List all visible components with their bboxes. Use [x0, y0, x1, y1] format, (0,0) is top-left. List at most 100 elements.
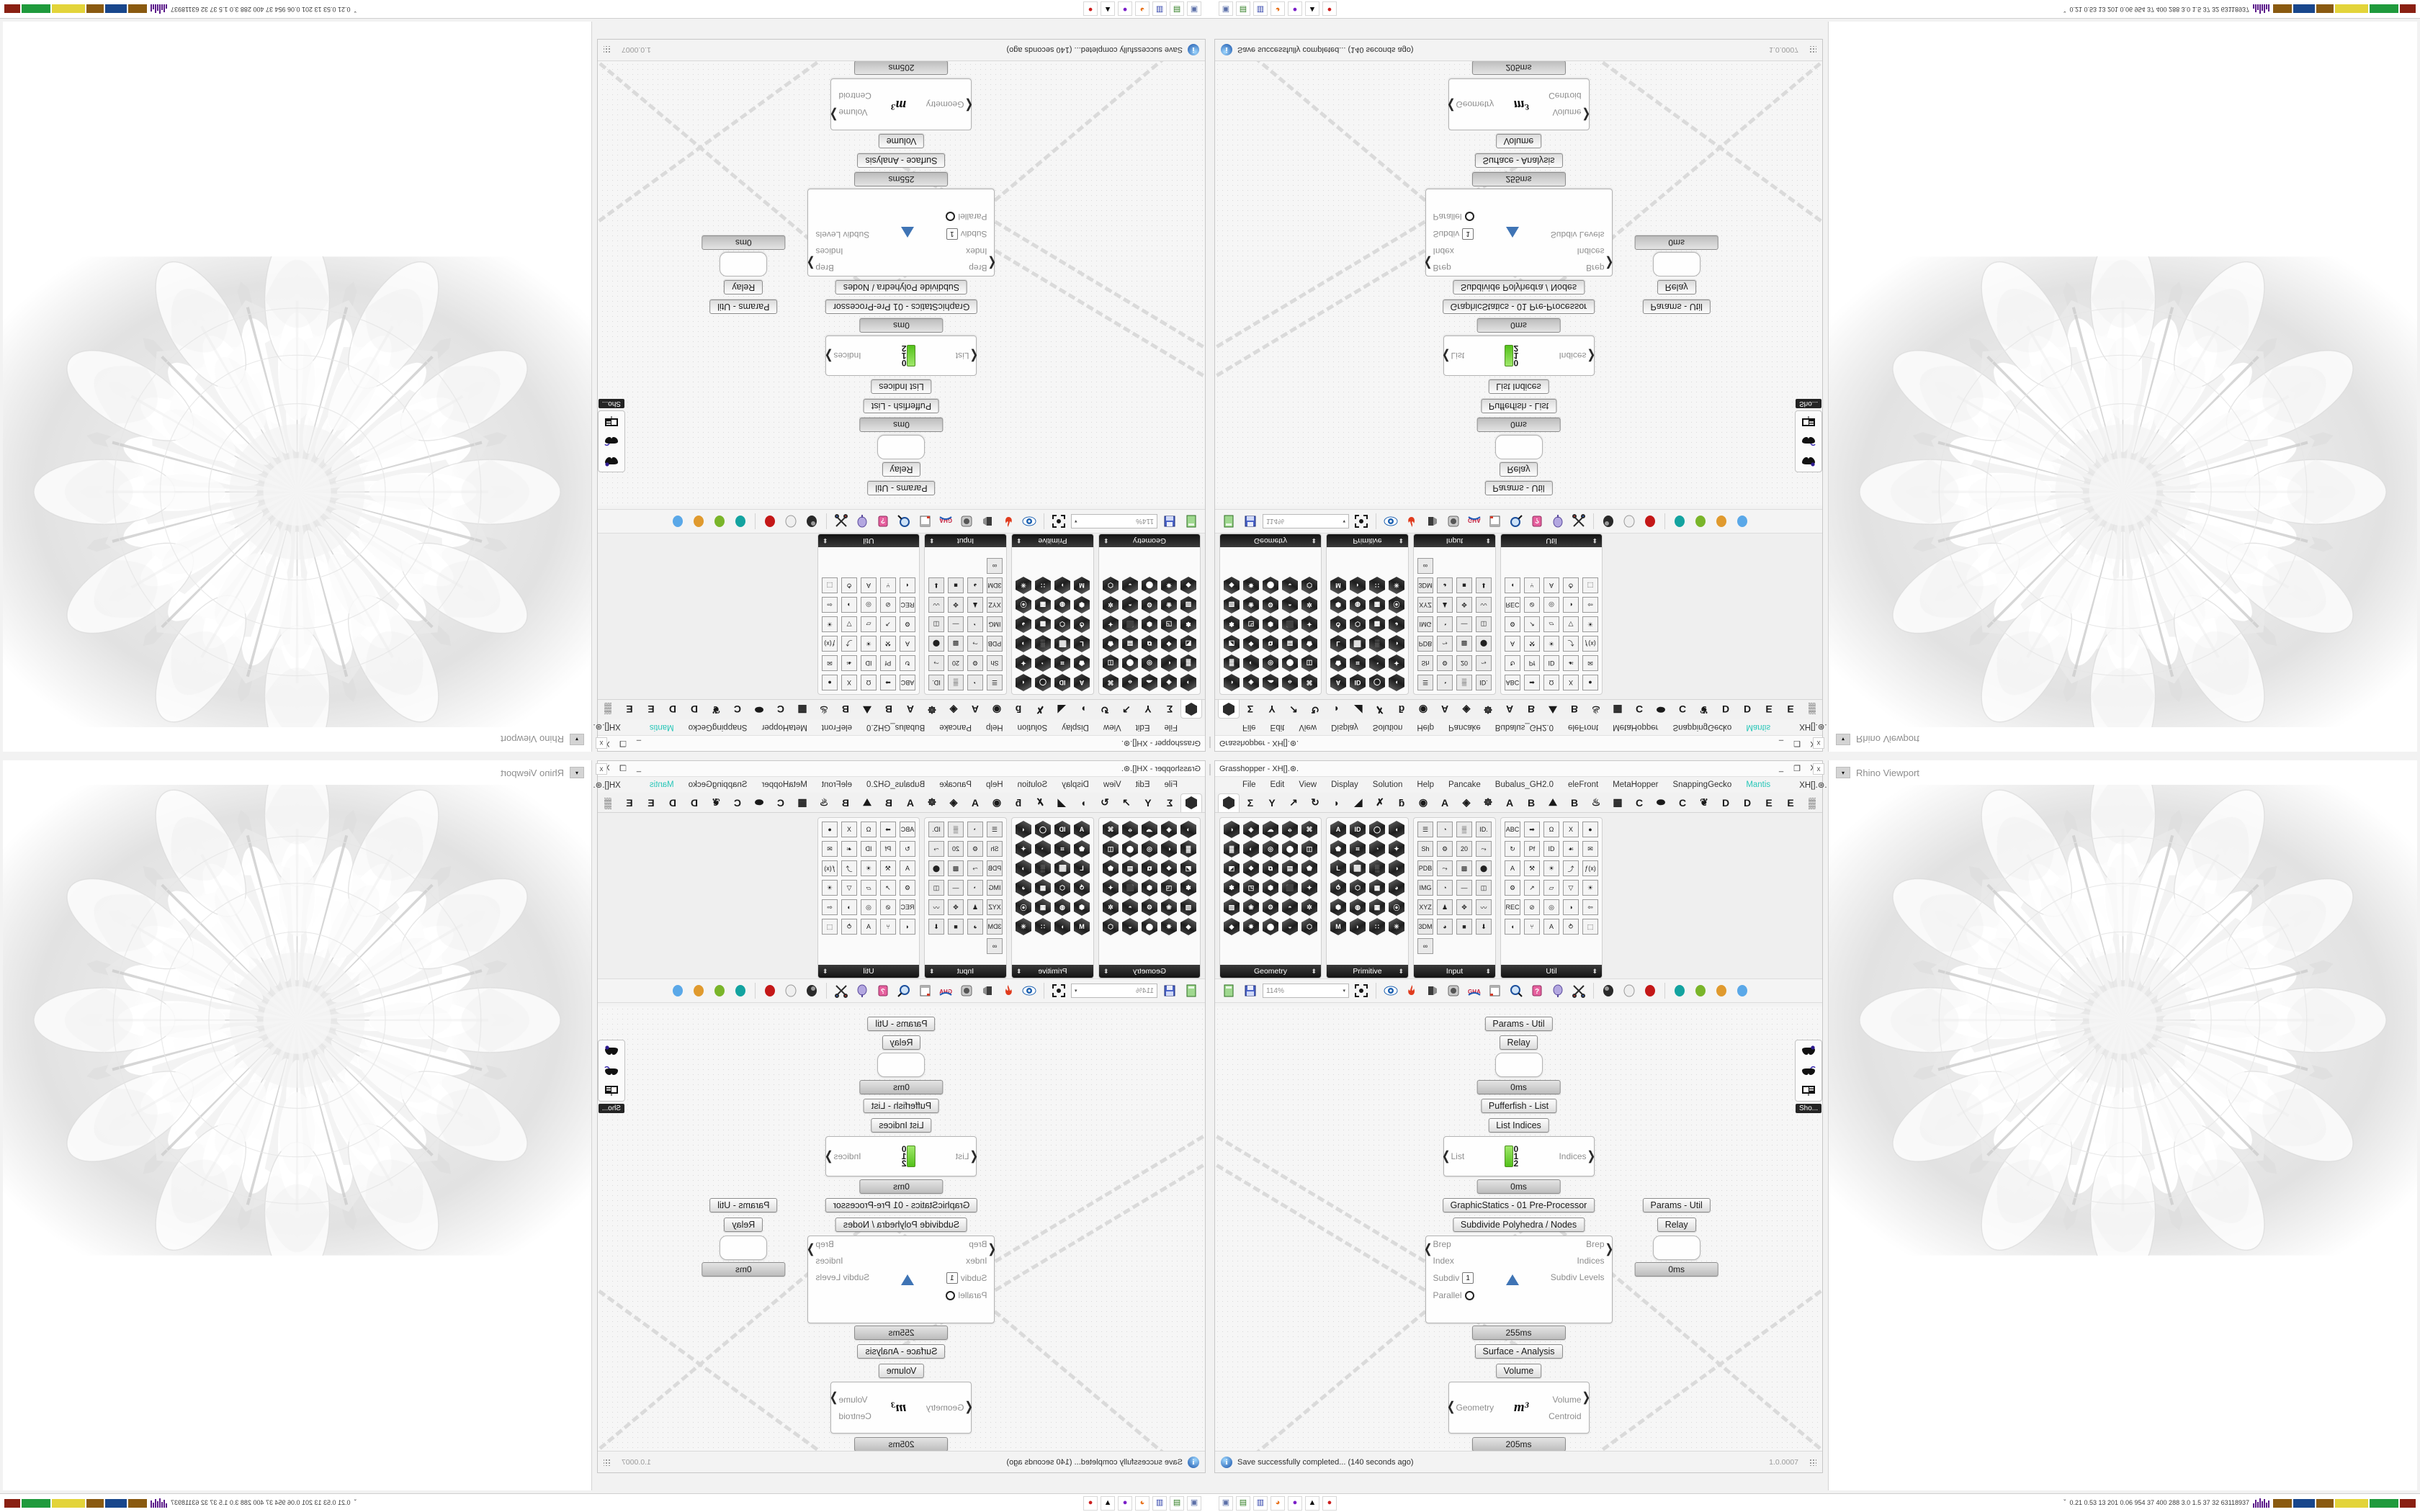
- menu-item-elefront[interactable]: eleFront: [1567, 780, 1599, 789]
- component-icon-input-8[interactable]: PDB: [1417, 636, 1433, 652]
- cluster-icon[interactable]: [1445, 982, 1462, 999]
- component-icon-util-5[interactable]: ↻: [900, 655, 915, 671]
- shade-white-icon[interactable]: [782, 513, 799, 530]
- component-icon-util-16[interactable]: ↗: [880, 880, 896, 896]
- parallel-toggle-icon[interactable]: [1464, 1290, 1474, 1300]
- component-icon-util-18[interactable]: ▽: [841, 880, 857, 896]
- component-icon-util-6[interactable]: Pf: [1524, 655, 1540, 671]
- shade-red-icon[interactable]: [1641, 513, 1659, 530]
- menu-item-display[interactable]: Display: [1062, 780, 1089, 789]
- component-icon-input-21[interactable]: ◕: [967, 919, 983, 935]
- component-icon-util-4[interactable]: ●: [822, 675, 838, 690]
- ribbon-tab-27[interactable]: ▒: [597, 793, 619, 812]
- ribbon-tab-25[interactable]: E: [1758, 793, 1780, 812]
- gh-node-s1[interactable]: Params - Util: [1642, 1198, 1711, 1212]
- menu-item-solution[interactable]: Solution: [1017, 780, 1048, 789]
- volume-component[interactable]: Geometry m³ Volume Centroid ❬ ❭: [1446, 78, 1592, 130]
- ribbon-tab-16[interactable]: B: [1564, 701, 1585, 719]
- ribbon-tab-3[interactable]: ↗: [1116, 793, 1137, 812]
- component-icon-util-20[interactable]: REC: [900, 899, 915, 915]
- new-file-icon[interactable]: [1221, 982, 1238, 999]
- input-port-parallel[interactable]: Parallel: [958, 212, 987, 222]
- component-icon-util-11[interactable]: ⚒: [1524, 636, 1540, 652]
- component-icon-geometry-8[interactable]: ⬤: [1122, 654, 1138, 672]
- component-icon-geometry-28[interactable]: ◒: [1122, 577, 1138, 594]
- component-icon-input-10[interactable]: ▩: [1456, 636, 1472, 652]
- output-port-indices[interactable]: Indices: [1559, 1151, 1587, 1161]
- component-icon-util-22[interactable]: ◎: [861, 597, 877, 613]
- ribbon-tab-9[interactable]: ◉: [1412, 701, 1434, 719]
- component-icon-input-2[interactable]: ▒: [1456, 675, 1472, 690]
- component-icon-primitive-6[interactable]: ◔: [1369, 654, 1385, 672]
- gh-node-n6[interactable]: List Indices: [871, 379, 932, 394]
- component-icon-geometry-0[interactable]: ◑: [1180, 821, 1196, 838]
- component-icon-geometry-21[interactable]: ❀: [1243, 596, 1259, 613]
- component-icon-input-12[interactable]: IMG: [987, 880, 1003, 896]
- volume-component[interactable]: Geometry m³ Volume Centroid ❬ ❭: [829, 1382, 974, 1434]
- output-port-indices[interactable]: Indices: [815, 246, 843, 256]
- menu-item-solution[interactable]: Solution: [1017, 723, 1048, 732]
- subdivide-polyhedra-component[interactable]: Brep Index Subdiv 1 Parallel Brep Indices Subdi…: [1423, 1236, 1615, 1323]
- ribbon-group-pin-icon[interactable]: ⬍: [1311, 537, 1317, 545]
- component-icon-geometry-18[interactable]: ⬛: [1122, 879, 1138, 896]
- gh-node-n1[interactable]: Params - Util: [1484, 1017, 1553, 1031]
- component-icon-util-2[interactable]: Ω: [1543, 822, 1559, 837]
- component-icon-util-14[interactable]: ƒ(x): [822, 636, 838, 652]
- component-icon-input-9[interactable]: ⤳: [1437, 860, 1453, 876]
- component-icon-util-3[interactable]: X: [1563, 822, 1579, 837]
- component-icon-input-2[interactable]: ▒: [948, 822, 964, 837]
- component-icon-primitive-4[interactable]: ⬟: [1330, 840, 1346, 858]
- component-icon-input-0[interactable]: ☰: [1417, 822, 1433, 837]
- component-icon-input-4[interactable]: Sh: [987, 655, 1003, 671]
- component-icon-util-21[interactable]: ⊘: [1524, 597, 1540, 613]
- component-icon-util-16[interactable]: ↗: [1524, 616, 1540, 632]
- taskbar-red-mask-icon[interactable]: ●: [1083, 1, 1098, 17]
- goggles-badge-icon[interactable]: [602, 1043, 621, 1059]
- ribbon-tab-25[interactable]: E: [640, 701, 662, 719]
- output-port-subdiv-levels[interactable]: Subdiv Levels: [815, 1272, 870, 1282]
- component-icon-geometry-15[interactable]: ✽: [1224, 616, 1240, 633]
- component-icon-geometry-18[interactable]: ⬛: [1282, 879, 1298, 896]
- component-icon-primitive-1[interactable]: ID: [1054, 674, 1070, 691]
- menu-item-display[interactable]: Display: [1062, 723, 1089, 732]
- tray-chevron-icon[interactable]: ˇ: [354, 1498, 357, 1507]
- component-icon-geometry-16[interactable]: ◳: [1161, 879, 1177, 896]
- component-icon-util-21[interactable]: ⊘: [1524, 899, 1540, 915]
- component-icon-geometry-27[interactable]: ⬤: [1142, 577, 1157, 594]
- gh-relay-n3[interactable]: [877, 1053, 926, 1077]
- component-icon-util-6[interactable]: Pf: [880, 841, 896, 857]
- zoom-caret-icon[interactable]: ▾: [1343, 989, 1345, 994]
- ribbon-tab-6[interactable]: ◢: [1348, 701, 1369, 719]
- component-icon-input-5[interactable]: ⚙: [1437, 841, 1453, 857]
- input-port-index[interactable]: Index: [1433, 246, 1454, 256]
- component-icon-util-29[interactable]: ⬚: [1582, 577, 1598, 593]
- component-icon-geometry-6[interactable]: ◐: [1161, 654, 1177, 672]
- component-icon-geometry-1[interactable]: ◈: [1243, 674, 1259, 691]
- ribbon-tab-4[interactable]: ↻: [1304, 793, 1326, 812]
- menu-item-solution[interactable]: Solution: [1372, 723, 1403, 732]
- component-icon-input-22[interactable]: ■: [948, 577, 964, 593]
- output-port-centroid[interactable]: Centroid: [838, 91, 871, 102]
- taskbar-purple-robot-icon[interactable]: ●: [1288, 1495, 1302, 1511]
- output-port-indices[interactable]: Indices: [1577, 246, 1605, 256]
- ribbon-tab-19[interactable]: C: [770, 793, 792, 812]
- component-icon-geometry-3[interactable]: ⦵: [1122, 674, 1138, 691]
- ribbon-group-pin-icon[interactable]: ⬍: [823, 967, 828, 975]
- gh-relay-s3[interactable]: [720, 252, 768, 276]
- ribbon-tab-14[interactable]: B: [1520, 701, 1542, 719]
- input-port-geometry[interactable]: Geometry: [1456, 1403, 1494, 1413]
- help-icon[interactable]: ?: [874, 513, 892, 530]
- component-icon-geometry-12[interactable]: ⧉: [1142, 635, 1157, 652]
- save-file-icon[interactable]: [1242, 982, 1259, 999]
- component-icon-input-13[interactable]: ◔: [1437, 616, 1453, 632]
- input-port-geometry[interactable]: Geometry: [1456, 99, 1494, 109]
- ribbon-tab-20[interactable]: ⬬: [1650, 701, 1672, 719]
- ribbon-tab-9[interactable]: ◉: [986, 701, 1008, 719]
- goggles-badge-icon[interactable]: [602, 453, 621, 469]
- component-icon-util-13[interactable]: ⤴: [1563, 860, 1579, 876]
- gha-assembly-icon[interactable]: GHA: [937, 513, 954, 530]
- ribbon-tab-19[interactable]: C: [1628, 793, 1650, 812]
- component-icon-util-0[interactable]: ABC: [1505, 675, 1520, 690]
- component-icon-util-0[interactable]: ABC: [900, 822, 915, 837]
- component-icon-primitive-15[interactable]: ◕: [1016, 616, 1031, 633]
